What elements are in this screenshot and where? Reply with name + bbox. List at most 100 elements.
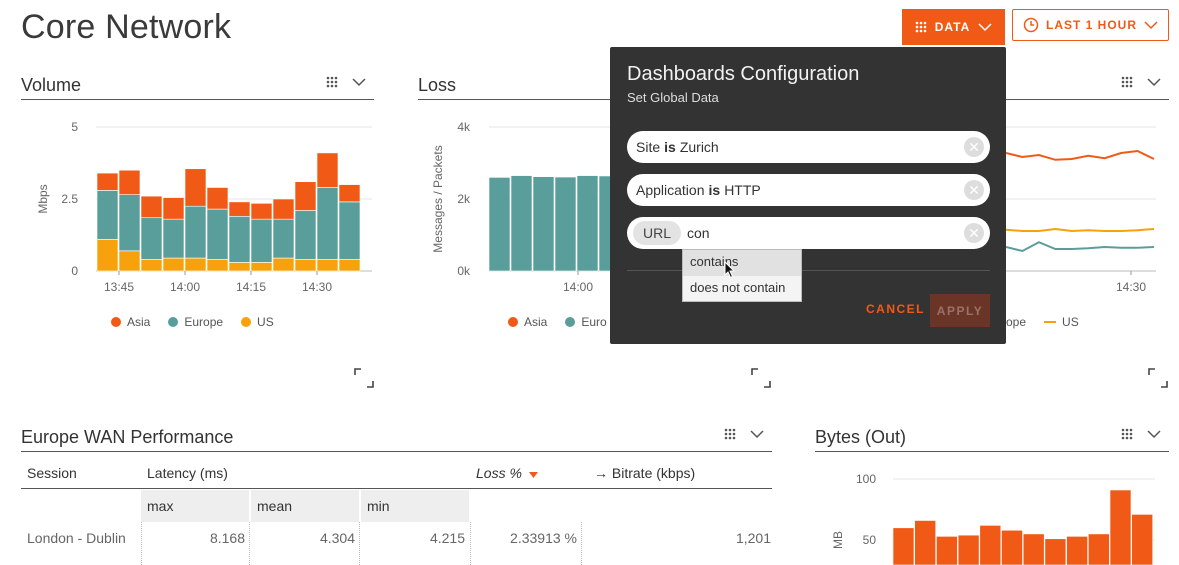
bar-europe <box>338 201 361 260</box>
bytes-panel-header: Bytes (Out) <box>815 424 1169 452</box>
bar-europe <box>96 190 119 240</box>
legend-item-asia[interactable]: Asia <box>111 315 150 329</box>
legend-item-asia[interactable]: Asia <box>508 315 547 329</box>
expand-icon[interactable] <box>354 368 374 388</box>
filter-op: is <box>708 182 721 198</box>
column-session[interactable]: Session <box>27 465 77 481</box>
filter-field: Application <box>636 182 705 198</box>
url-input[interactable]: con <box>687 225 710 241</box>
cell-loss: 2.33913 % <box>510 530 577 546</box>
arrow-right-icon: → <box>594 465 608 481</box>
grid-menu-icon[interactable] <box>724 428 736 440</box>
column-divider <box>581 522 582 565</box>
table-row[interactable]: London - Dublin 8.168 4.304 4.215 2.3391… <box>21 522 772 565</box>
filter-url[interactable]: URL con ✕ <box>627 217 990 249</box>
legend-swatch <box>508 317 518 327</box>
bytes-title: Bytes (Out) <box>815 427 907 447</box>
cell-min: 4.215 <box>429 530 465 546</box>
loss-legend: Asia Euro <box>508 315 607 329</box>
filter-application[interactable]: Application is HTTP ✕ <box>627 174 990 206</box>
bar-europe <box>184 205 207 259</box>
expand-icon[interactable] <box>751 368 771 388</box>
bar-europe <box>118 194 141 252</box>
y-tick-label: 0 <box>71 264 78 278</box>
chevron-down-icon <box>1144 21 1158 30</box>
loss-title: Loss <box>418 75 457 95</box>
bar-us <box>294 259 317 272</box>
apply-button[interactable]: APPLY <box>930 294 990 327</box>
x-tick-label: 13:45 <box>104 280 134 294</box>
legend-label: Euro <box>581 315 607 329</box>
y-tick-label: 5 <box>71 120 78 134</box>
operator-dropdown[interactable]: contains does not contain <box>682 249 802 302</box>
bar-us <box>338 259 361 272</box>
y-axis-label: Messages / Packets <box>431 145 445 252</box>
x-tick-label: 14:30 <box>302 280 332 294</box>
bar-us <box>316 259 339 272</box>
legend-item-us[interactable]: US <box>1044 315 1079 329</box>
data-button-label: DATA <box>934 20 971 34</box>
bar-europe <box>598 175 610 272</box>
grid-menu-icon[interactable] <box>1121 428 1133 440</box>
bar-asia <box>338 184 361 203</box>
subcolumn-max[interactable]: max <box>141 490 249 522</box>
loss-panel-header: Loss <box>418 72 610 100</box>
subcolumn-mean[interactable]: mean <box>251 490 359 522</box>
chevron-down-icon[interactable] <box>352 77 366 87</box>
bar-asia <box>140 195 163 219</box>
page-title: Core Network <box>21 8 232 46</box>
bar-us <box>228 262 251 272</box>
bar-bytes <box>1087 533 1110 565</box>
bar-us <box>272 257 295 272</box>
bar-asia <box>118 169 141 195</box>
legend-label: Asia <box>127 315 151 329</box>
subcolumn-min[interactable]: min <box>361 490 469 522</box>
dropdown-option-does-not-contain[interactable]: does not contain <box>690 280 786 295</box>
legend-label: US <box>1062 315 1079 329</box>
bar-asia <box>96 172 119 191</box>
legend-item-europe[interactable]: ope <box>1006 315 1026 329</box>
dropdown-option-contains[interactable]: contains <box>683 250 801 276</box>
chevron-down-icon[interactable] <box>1147 77 1161 87</box>
bar-europe <box>488 177 511 272</box>
column-loss[interactable]: Loss % <box>476 465 538 481</box>
grid-menu-icon[interactable] <box>1121 76 1133 88</box>
url-chip[interactable]: URL <box>633 221 682 245</box>
legend-item-europe[interactable]: Euro <box>565 315 607 329</box>
column-latency[interactable]: Latency (ms) <box>147 465 228 481</box>
cell-max: 8.168 <box>209 530 245 546</box>
clear-icon[interactable]: ✕ <box>964 137 984 157</box>
bar-europe <box>510 175 533 272</box>
chevron-down-icon[interactable] <box>750 429 764 439</box>
clear-icon[interactable]: ✕ <box>964 180 984 200</box>
y-tick-label: 2k <box>457 192 471 206</box>
dashboards-config-modal: Dashboards Configuration Set Global Data… <box>610 47 1006 344</box>
column-bitrate[interactable]: → Bitrate (kbps) <box>594 465 695 481</box>
chevron-down-icon[interactable] <box>1147 429 1161 439</box>
third-legend: ope US <box>1006 315 1079 329</box>
data-button[interactable]: DATA <box>902 9 1005 45</box>
bar-bytes <box>1109 489 1132 565</box>
filter-site[interactable]: Site is Zurich ✕ <box>627 131 990 163</box>
column-bitrate-label: Bitrate (kbps) <box>611 465 696 481</box>
legend-item-us[interactable]: US <box>241 315 274 329</box>
cancel-button[interactable]: CANCEL <box>866 302 925 316</box>
bar-europe <box>162 218 185 259</box>
time-range-label: LAST 1 HOUR <box>1045 18 1137 32</box>
volume-panel-header: Volume <box>21 72 374 100</box>
wan-table-header: Session Latency (ms) Loss % → Bitrate (k… <box>21 456 772 489</box>
bar-bytes <box>979 525 1002 565</box>
grid-menu-icon[interactable] <box>326 76 338 88</box>
legend-label: US <box>257 315 274 329</box>
modal-subtitle: Set Global Data <box>627 90 719 105</box>
bar-asia <box>228 201 251 217</box>
expand-icon[interactable] <box>1148 368 1168 388</box>
clear-icon[interactable]: ✕ <box>964 223 984 243</box>
bar-bytes <box>1001 529 1023 565</box>
bytes-chart: 100 50 MB <box>831 472 1155 565</box>
cell-mean: 4.304 <box>319 530 355 546</box>
loss-chart: 0k 2k 4k Messages / Packets 14:00 <box>431 120 610 294</box>
column-divider <box>141 522 142 565</box>
legend-item-europe[interactable]: Europe <box>168 315 223 329</box>
time-range-button[interactable]: LAST 1 HOUR <box>1012 9 1169 41</box>
